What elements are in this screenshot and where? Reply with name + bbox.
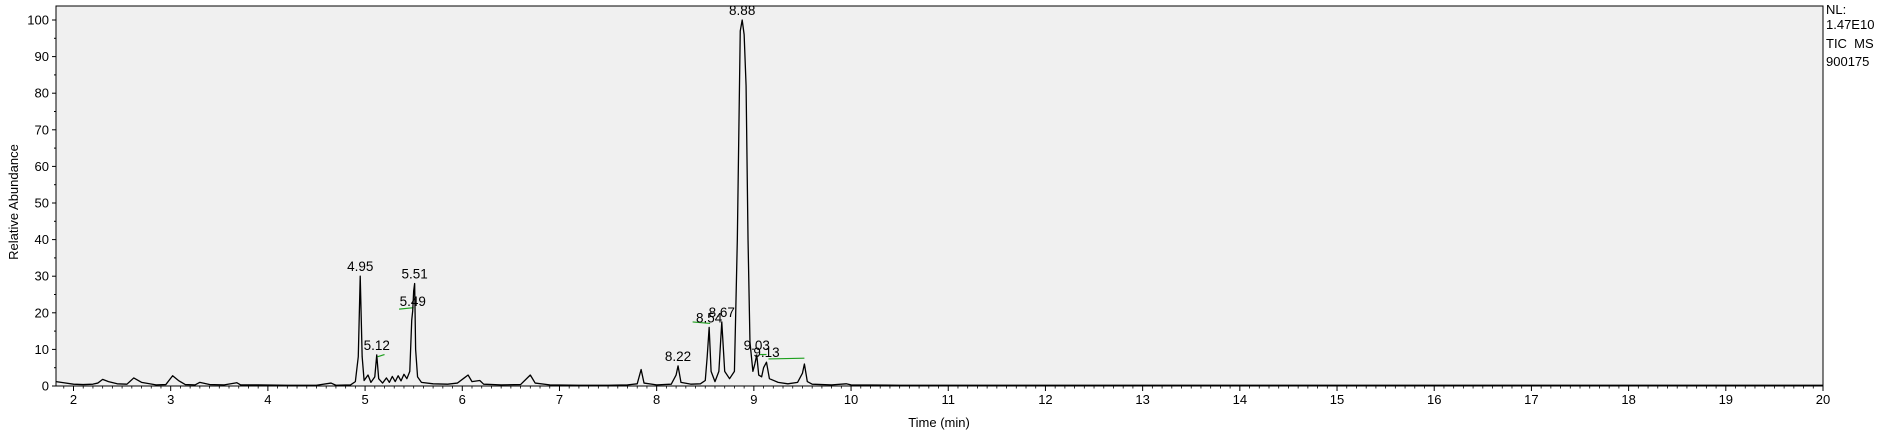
peak-labels: 4.95 5.12 5.49 5.51 8.22 8.548.67 8.88 9.039.13 (347, 3, 780, 364)
plot-area (55, 5, 1824, 387)
info-block: NL: 1.47E10 TIC MS 900175 (1826, 2, 1874, 69)
x-tick-label: 13 (1135, 392, 1149, 407)
peak-label: 8.22 (665, 349, 691, 364)
y-tick-label: 50 (35, 196, 49, 211)
x-tick-label: 19 (1719, 392, 1733, 407)
y-tick-label: 20 (35, 305, 49, 320)
x-tick-label: 2 (70, 392, 77, 407)
x-tick-label: 7 (556, 392, 563, 407)
y-tick-label: 10 (35, 342, 49, 357)
y-axis-title: Relative Abundance (6, 144, 21, 260)
x-tick-label: 20 (1816, 392, 1830, 407)
sample-id: 900175 (1826, 54, 1869, 69)
x-tick-label: 12 (1038, 392, 1052, 407)
x-tick-label: 17 (1524, 392, 1538, 407)
trace-type: TIC MS (1826, 36, 1874, 51)
y-tick-label: 30 (35, 269, 49, 284)
x-tick-label: 8 (653, 392, 660, 407)
x-tick-label: 18 (1621, 392, 1635, 407)
x-tick-label: 11 (941, 392, 955, 407)
peak-label: 5.49 (400, 294, 426, 309)
peak-label: 9.03 (744, 338, 770, 353)
y-tick-label: 90 (35, 49, 49, 64)
x-tick-label: 15 (1330, 392, 1344, 407)
x-tick-label: 6 (459, 392, 466, 407)
x-tick-label: 4 (264, 392, 271, 407)
peak-label: 5.12 (364, 338, 390, 353)
y-tick-label: 80 (35, 86, 49, 101)
nl-label: NL: (1826, 2, 1846, 17)
peak-label: 8.88 (729, 3, 755, 18)
x-tick-label: 3 (167, 392, 174, 407)
axes: 0 10 20 30 40 50 60 70 80 90 100 2 3 4 5 6 7 8 9 10 11 12 13 14… (27, 13, 1830, 408)
integration-marker (692, 321, 711, 325)
x-tick-label: 10 (844, 392, 858, 407)
peak-label: 8.54 (696, 310, 723, 325)
integration-marker (768, 357, 805, 360)
integration-marker (377, 353, 385, 358)
y-tick-label: 100 (27, 13, 49, 28)
x-tick-label: 16 (1427, 392, 1441, 407)
y-tick-label: 60 (35, 159, 49, 174)
y-tick-label: 40 (35, 232, 49, 247)
integration-markers (377, 307, 805, 360)
tic-trace-line (55, 19, 1823, 386)
integration-marker (399, 307, 414, 310)
nl-value: 1.47E10 (1826, 17, 1874, 32)
y-tick-label: 0 (42, 379, 49, 394)
x-tick-label: 14 (1233, 392, 1247, 407)
x-tick-label: 5 (361, 392, 368, 407)
peak-label: 8.67 (709, 305, 735, 320)
y-tick-label: 70 (35, 122, 49, 137)
peak-label: 4.95 (347, 259, 373, 274)
x-tick-label: 9 (750, 392, 757, 407)
peak-label: 5.51 (402, 267, 428, 282)
x-axis-title: Time (min) (908, 415, 970, 430)
peak-label: 9.13 (753, 345, 779, 360)
